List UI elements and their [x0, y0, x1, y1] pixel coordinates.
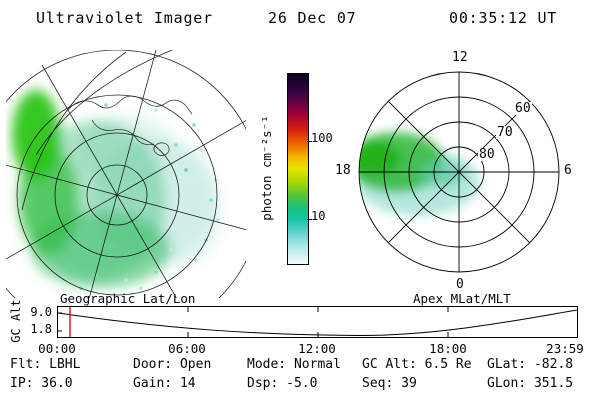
status-glat: GLat: -82.8 — [487, 357, 574, 372]
app-title: Ultraviolet Imager — [36, 9, 213, 27]
timeline-xtick-0600: 06:00 — [168, 341, 206, 356]
timeline-xtick-2359: 23:59 — [546, 341, 584, 356]
colorbar-tick-label-10: 10 — [311, 209, 326, 223]
mlat-mlt-grid — [358, 71, 560, 273]
status-flt: Flt: LBHL — [10, 357, 81, 372]
status-gain: Gain: 14 — [133, 376, 196, 391]
colorbar — [287, 73, 309, 265]
geographic-image-panel — [0, 49, 263, 341]
header-date: 26 Dec 07 — [268, 9, 357, 27]
mlt-label-18: 18 — [334, 163, 352, 178]
geographic-caption: Geographic Lat/Lon — [60, 291, 196, 306]
status-dsp: Dsp: -5.0 — [247, 376, 318, 391]
colorbar-tick-10 — [307, 219, 312, 220]
status-door: Door: Open — [133, 357, 212, 372]
mlt-label-12: 12 — [451, 50, 469, 65]
status-mode: Mode: Normal — [247, 357, 341, 372]
mlat-ring-label-70: 70 — [496, 125, 514, 140]
timeline-ytick-top: 9.0 — [30, 305, 52, 319]
timeline-ytick-bottom: 1.8 — [30, 322, 52, 336]
timeline-y-axis-label: GC Alt — [9, 299, 23, 343]
mlat-ring-label-80: 80 — [478, 147, 496, 162]
mlt-label-0: 0 — [455, 277, 465, 292]
mlat-ring-label-60: 60 — [514, 101, 532, 116]
status-gc-alt: GC Alt: 6.5 Re — [362, 357, 472, 372]
apex-image — [358, 71, 560, 273]
timeline-xtick-1200: 12:00 — [298, 341, 336, 356]
colorbar-units-label: photon cm⁻²s⁻¹ — [259, 115, 274, 221]
gc-alt-timeline-plot — [57, 306, 578, 338]
mlt-label-6: 6 — [563, 163, 573, 178]
status-glon: GLon: 351.5 — [487, 376, 574, 391]
coastline — [67, 95, 193, 156]
apex-caption: Apex MLat/MLT — [413, 291, 511, 306]
timeline-xtick-1800: 18:00 — [429, 341, 467, 356]
apex-image-panel — [334, 50, 582, 300]
colorbar-tick-100 — [307, 141, 312, 142]
timeline-xtick-0000: 00:00 — [38, 341, 76, 356]
geographic-image — [0, 49, 263, 341]
status-seq: Seq: 39 — [362, 376, 417, 391]
header-time: 00:35:12 UT — [449, 9, 558, 27]
gc-alt-curve — [57, 307, 578, 337]
colorbar-tick-label-100: 100 — [311, 131, 333, 145]
status-ip: IP: 36.0 — [10, 376, 73, 391]
